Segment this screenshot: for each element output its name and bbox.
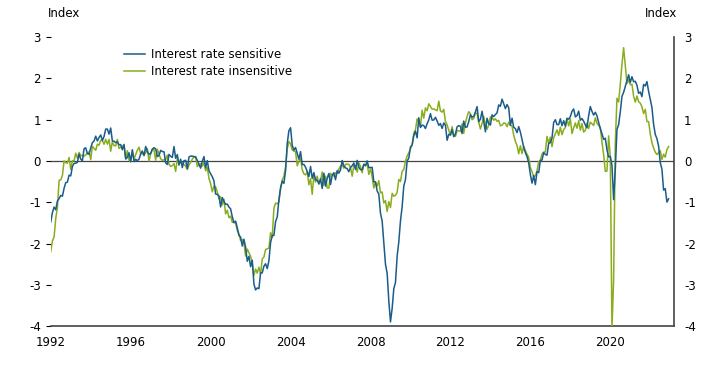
Interest rate insensitive bbox=[664, 144, 673, 149]
Interest rate insensitive bbox=[608, 326, 616, 331]
Interest rate insensitive bbox=[148, 147, 157, 152]
Interest rate sensitive bbox=[148, 147, 157, 151]
Interest rate sensitive bbox=[254, 286, 263, 291]
Interest rate insensitive bbox=[125, 158, 133, 162]
Interest rate sensitive bbox=[501, 106, 510, 111]
Interest rate sensitive bbox=[46, 220, 55, 224]
Interest rate insensitive bbox=[254, 265, 263, 269]
Text: Index: Index bbox=[645, 7, 677, 20]
Line: Interest rate insensitive: Interest rate insensitive bbox=[51, 48, 668, 329]
Interest rate insensitive bbox=[361, 162, 370, 167]
Interest rate sensitive bbox=[654, 144, 663, 148]
Interest rate sensitive bbox=[125, 151, 133, 155]
Interest rate sensitive bbox=[624, 73, 633, 77]
Interest rate insensitive bbox=[619, 46, 628, 50]
Interest rate sensitive bbox=[386, 320, 395, 324]
Interest rate sensitive bbox=[361, 164, 370, 168]
Text: Index: Index bbox=[48, 7, 80, 20]
Line: Interest rate sensitive: Interest rate sensitive bbox=[51, 75, 668, 322]
Interest rate insensitive bbox=[654, 150, 663, 155]
Interest rate insensitive bbox=[500, 121, 508, 125]
Legend: Interest rate sensitive, Interest rate insensitive: Interest rate sensitive, Interest rate i… bbox=[119, 43, 297, 83]
Interest rate sensitive bbox=[664, 197, 673, 201]
Interest rate insensitive bbox=[46, 250, 55, 254]
